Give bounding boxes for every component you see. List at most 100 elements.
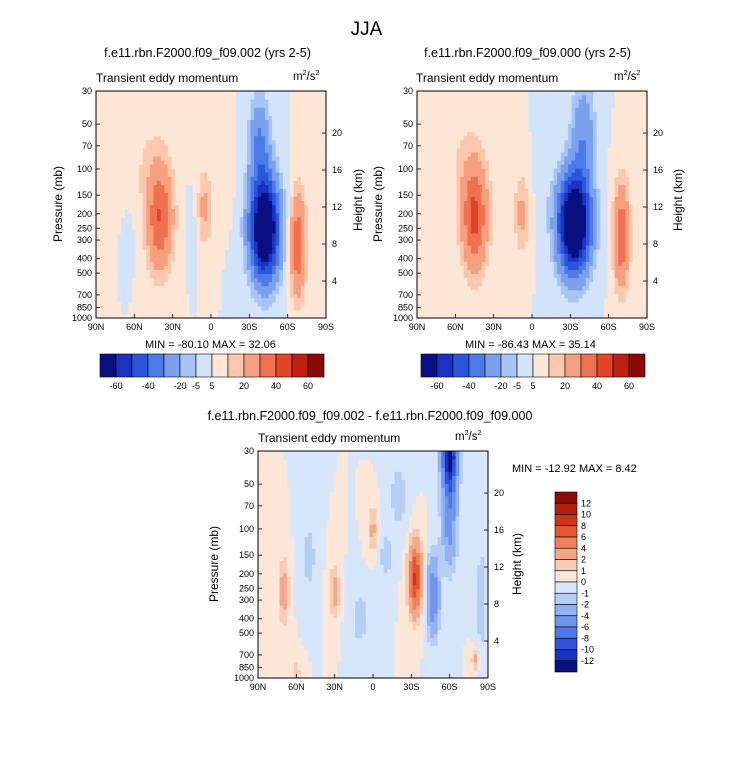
panel3-ytick-label: 100 <box>239 524 254 534</box>
panel1-ytick-label: 30 <box>82 86 92 96</box>
panel1-colorbar-label: -60 <box>109 381 122 391</box>
panel1-htick-label: 12 <box>332 202 342 212</box>
panel2-units: m2/s2 <box>614 70 641 83</box>
panel3-colorbar-swatch <box>554 502 578 515</box>
panel3-colorbar-swatch <box>554 637 578 650</box>
panel1-colorbar-swatch <box>243 353 261 378</box>
panel2-xtick-label: 60N <box>447 322 464 332</box>
panel1-colorbar-swatch <box>275 353 293 378</box>
panel2-xtick-label: 30N <box>485 322 502 332</box>
panel2-xtick-label: 60S <box>601 322 617 332</box>
panel2-ytick-label: 400 <box>398 254 413 264</box>
panel1-xtick-label: 30N <box>164 322 181 332</box>
panel3-colorbar-label: 1 <box>581 566 586 576</box>
panel3-ytick-label: 500 <box>239 628 254 638</box>
panel3-ytick-label: 400 <box>239 614 254 624</box>
panel1-colorbar-swatch <box>115 353 133 378</box>
panel1-colorbar-swatch <box>195 353 213 378</box>
panel1-ytick-label: 200 <box>77 209 92 219</box>
panel1-ytick-label: 400 <box>77 254 92 264</box>
panel3-ytick-label: 200 <box>239 569 254 579</box>
panel1-colorbar-swatch <box>211 353 229 378</box>
panel2-htick-label: 16 <box>653 165 663 175</box>
panel1-htick-label: 4 <box>332 276 337 286</box>
panel2-colorbar-label: -60 <box>430 381 443 391</box>
panel3-colorbar-swatch <box>554 626 578 639</box>
panel1-subtitle: Transient eddy momentum <box>96 71 239 85</box>
panel2-ytick-label: 700 <box>398 290 413 300</box>
panel2-ytick-label: 150 <box>398 190 413 200</box>
panel2-htick-label: 4 <box>653 276 658 286</box>
panel2-xtick-label: 30S <box>562 322 578 332</box>
panel3-ytick-label: 50 <box>244 479 254 489</box>
panel2-colorbar-label: -5 <box>513 381 521 391</box>
panel1-xtick-label: 60S <box>280 322 296 332</box>
panel3-ytick-label: 70 <box>244 501 254 511</box>
panel1-htick-label: 16 <box>332 165 342 175</box>
panel2-ytick-label: 500 <box>398 268 413 278</box>
figure-title: JJA <box>350 19 383 40</box>
panel3-colorbar-label: -10 <box>581 645 594 655</box>
panel3-field <box>258 451 489 679</box>
panel1-field <box>96 91 327 319</box>
panel2-minmax: MIN = -86.43 MAX = 35.14 <box>465 339 596 351</box>
panel2-colorbar-label: 20 <box>560 381 570 391</box>
panel2-colorbar-swatch <box>580 353 598 378</box>
panel3-ytick-label: 300 <box>239 595 254 605</box>
panel3-colorbar-label: 10 <box>581 510 591 520</box>
panel2-colorbar-swatch <box>628 353 646 378</box>
panel1-ytick-label: 150 <box>77 190 92 200</box>
panel3-colorbar-label: 12 <box>581 498 591 508</box>
panel1-ytick-label: 850 <box>77 302 92 312</box>
panel2-ytick-label: 850 <box>398 302 413 312</box>
panel3-colorbar-swatch <box>554 514 578 527</box>
panel3-xtick-label: 0 <box>370 682 375 692</box>
panel1-colorbar-swatch <box>291 353 309 378</box>
panel3-ytick-label: 150 <box>239 550 254 560</box>
panel2-title: f.e11.rbn.F2000.f09_f09.000 (yrs 2-5) <box>424 46 631 60</box>
panel2-xtick-label: 90N <box>409 322 426 332</box>
panel1-ytick-label: 500 <box>77 268 92 278</box>
panel1-colorbar-swatch <box>227 353 245 378</box>
panel1-xtick-label: 30S <box>241 322 257 332</box>
panel2-colorbar-swatch <box>564 353 582 378</box>
panel1-htick-label: 20 <box>332 128 342 138</box>
panel2-colorbar-swatch <box>516 353 534 378</box>
panel3-xtick-label: 90N <box>250 682 267 692</box>
panel3-htick-label: 16 <box>494 525 504 535</box>
panel3-colorbar-swatch <box>554 536 578 549</box>
panel3-xtick-label: 90S <box>480 682 496 692</box>
panel3-colorbar-label: 8 <box>581 521 586 531</box>
panel3-colorbar-label: 0 <box>581 577 586 587</box>
panel2-ytick-label: 250 <box>398 223 413 233</box>
panel3-xtick-label: 30N <box>326 682 343 692</box>
panel3-colorbar-swatch <box>554 581 578 594</box>
panel3-htick-label: 4 <box>494 636 499 646</box>
panel2-htick-label: 20 <box>653 128 663 138</box>
panel2-colorbar-label: -20 <box>494 381 507 391</box>
panel1-ytick-label: 1000 <box>72 313 92 323</box>
panel2-colorbar-swatch <box>452 353 470 378</box>
panel1-minmax: MIN = -80.10 MAX = 32.06 <box>145 339 276 351</box>
panel3-htick-label: 20 <box>494 488 504 498</box>
panel2-colorbar: -60 -40 -20 -5 5 20 40 60 <box>420 353 646 391</box>
panel3-ytick-label: 30 <box>244 446 254 456</box>
panel3-colorbar-swatch <box>554 547 578 560</box>
panel1-ytick-label: 700 <box>77 290 92 300</box>
panel2-colorbar-label: 5 <box>530 381 535 391</box>
panel2-colorbar-label: -40 <box>462 381 475 391</box>
panel1-colorbar-label: -20 <box>173 381 186 391</box>
panel1-xtick-label: 60N <box>126 322 143 332</box>
panel2-ytick-label: 70 <box>403 141 413 151</box>
panel1-colorbar-label: 60 <box>303 381 313 391</box>
panel3-colorbar-label: 4 <box>581 543 586 553</box>
panel2-colorbar-label: 60 <box>624 381 634 391</box>
panel1-htick-label: 8 <box>332 239 337 249</box>
panel2-ytick-label: 30 <box>403 86 413 96</box>
panel3-colorbar-label: -12 <box>581 656 594 666</box>
panel3-xtick-label: 60S <box>442 682 458 692</box>
panel1-ytick-label: 70 <box>82 141 92 151</box>
panel1-xtick-label: 90S <box>318 322 334 332</box>
